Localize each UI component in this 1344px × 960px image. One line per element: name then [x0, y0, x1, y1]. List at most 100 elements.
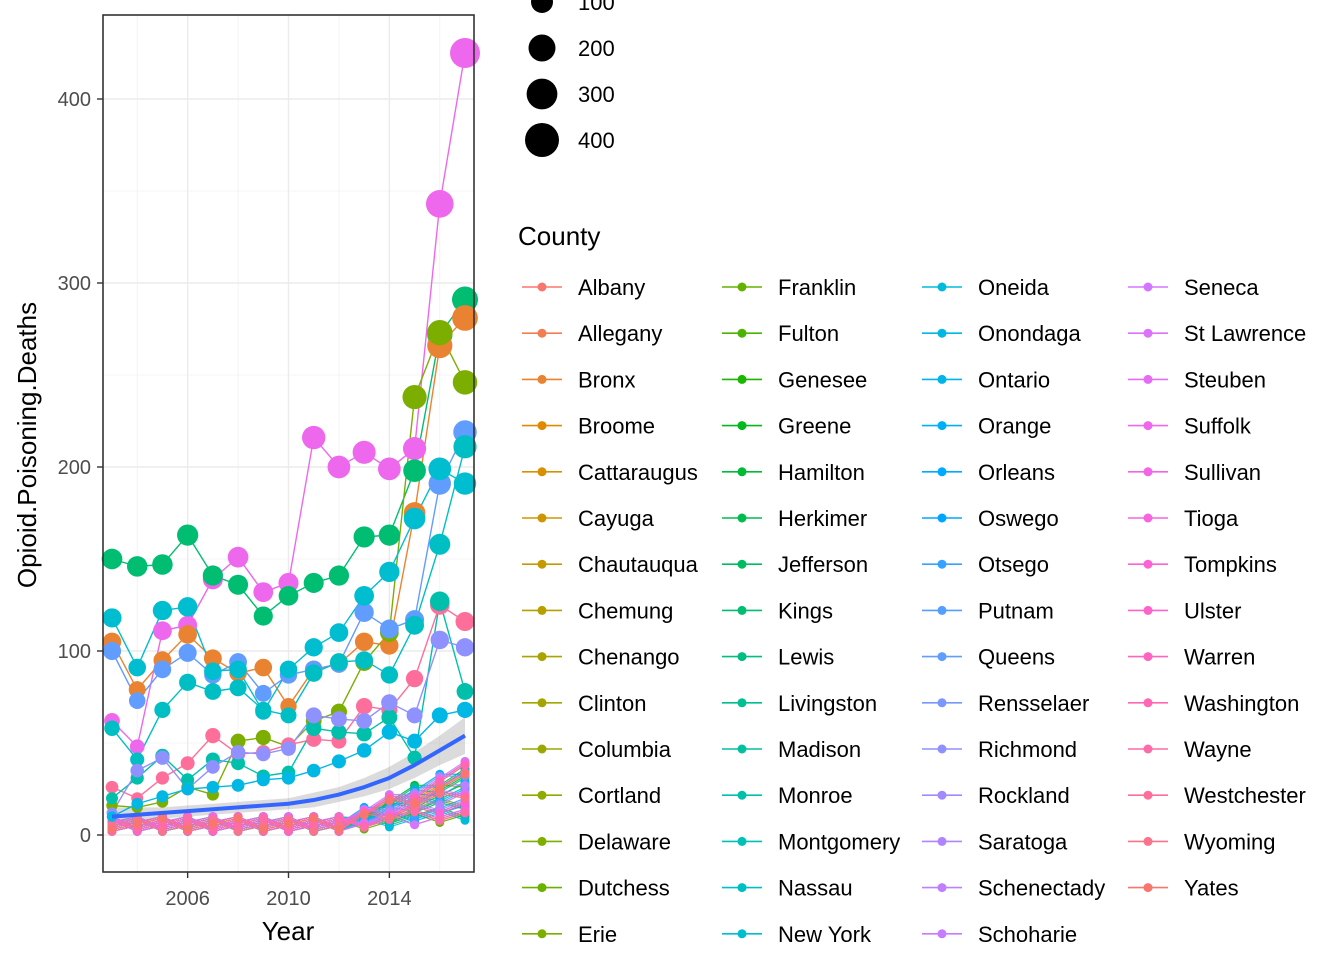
- data-point: [460, 808, 470, 818]
- data-point: [102, 608, 122, 628]
- data-point: [405, 615, 425, 635]
- data-point: [402, 437, 427, 461]
- legend-label: Clinton: [578, 691, 646, 716]
- legend-item-steuben: Steuben: [1128, 367, 1266, 392]
- legend-item-yates: Yates: [1128, 876, 1239, 901]
- legend-key-point: [737, 282, 747, 292]
- legend-key-point: [537, 467, 547, 477]
- legend-item-orleans: Orleans: [922, 460, 1055, 485]
- legend-label: Delaware: [578, 829, 671, 854]
- legend-key-point: [937, 744, 947, 754]
- legend-item-madison: Madison: [722, 737, 861, 762]
- legend-key-point: [937, 652, 947, 662]
- data-point: [227, 546, 249, 568]
- data-point: [104, 720, 120, 737]
- data-point: [305, 707, 322, 724]
- legend-item-monroe: Monroe: [722, 783, 853, 808]
- legend-label: Queens: [978, 645, 1055, 670]
- legend-item-new-york: New York: [722, 922, 872, 947]
- legend-key-point: [937, 328, 947, 338]
- data-point: [429, 591, 450, 612]
- legend-key-point: [537, 883, 547, 893]
- legend-label: Greene: [778, 414, 851, 439]
- legend-key-point: [937, 467, 947, 477]
- data-point: [355, 651, 374, 670]
- data-point: [435, 784, 445, 794]
- legend-label: Seneca: [1184, 275, 1259, 300]
- size-legend-label: 400: [578, 128, 615, 153]
- legend-label: Rockland: [978, 783, 1070, 808]
- legend-label: Broome: [578, 414, 655, 439]
- legend-key-point: [937, 421, 947, 431]
- legend-key-point: [737, 744, 747, 754]
- legend-item-albany: Albany: [522, 275, 645, 300]
- legend-key-point: [737, 421, 747, 431]
- legend-label: Rensselaer: [978, 691, 1089, 716]
- data-point: [453, 435, 477, 459]
- legend-label: Sullivan: [1184, 460, 1261, 485]
- legend-key-point: [1143, 605, 1153, 615]
- data-point: [230, 733, 246, 749]
- legend-label: Orange: [978, 414, 1051, 439]
- data-point: [334, 813, 344, 823]
- legend-key-point: [1143, 421, 1153, 431]
- data-point: [178, 625, 197, 644]
- data-point: [354, 585, 375, 606]
- legend-key-point: [537, 698, 547, 708]
- data-point: [131, 797, 144, 810]
- legend-label: Bronx: [578, 367, 635, 392]
- legend-item-cattaraugus: Cattaraugus: [522, 460, 698, 485]
- legend-label: Hamilton: [778, 460, 865, 485]
- data-point: [154, 701, 171, 718]
- legend-key-point: [1143, 652, 1153, 662]
- data-point: [460, 815, 470, 825]
- data-point: [233, 826, 243, 836]
- data-point: [254, 684, 272, 702]
- data-point: [304, 638, 323, 657]
- legend-key-point: [1143, 883, 1153, 893]
- legend-key-point: [1143, 282, 1153, 292]
- x-tick-label: 2010: [266, 888, 311, 910]
- data-point: [231, 778, 245, 792]
- legend-item-lewis: Lewis: [722, 645, 834, 670]
- legend-key-point: [537, 790, 547, 800]
- legend-label: Schenectady: [978, 876, 1105, 901]
- legend-item-oswego: Oswego: [922, 506, 1059, 531]
- data-point: [152, 554, 173, 575]
- data-point: [106, 792, 118, 805]
- data-point: [435, 809, 445, 819]
- data-point: [456, 701, 474, 718]
- legend-key-point: [537, 513, 547, 523]
- legend-key-point: [737, 929, 747, 939]
- legend-key-point: [937, 698, 947, 708]
- data-point: [381, 724, 398, 740]
- data-point: [381, 694, 398, 711]
- data-point: [279, 660, 298, 679]
- legend-label: Jefferson: [778, 552, 868, 577]
- data-point: [153, 660, 172, 679]
- data-point: [460, 793, 470, 803]
- legend-key-point: [1143, 836, 1153, 846]
- data-point: [455, 638, 475, 657]
- size-legend-key: [525, 123, 559, 157]
- data-point: [331, 754, 346, 769]
- size-legend-key: [526, 78, 558, 110]
- legend-item-rensselaer: Rensselaer: [922, 691, 1089, 716]
- data-point: [384, 813, 394, 823]
- data-point: [206, 780, 220, 794]
- legend-item-cayuga: Cayuga: [522, 506, 655, 531]
- y-tick-label: 0: [80, 825, 91, 847]
- data-point: [410, 820, 420, 830]
- data-point: [451, 286, 479, 313]
- legend-label: Oneida: [978, 275, 1050, 300]
- legend-item-washington: Washington: [1128, 691, 1299, 716]
- legend-label: Yates: [1184, 876, 1239, 901]
- data-point: [435, 777, 445, 787]
- legend-key-point: [937, 605, 947, 615]
- data-point: [208, 819, 218, 829]
- size-legend-label: 100: [578, 0, 615, 15]
- legend-label: Columbia: [578, 737, 672, 762]
- data-point: [407, 733, 423, 749]
- data-point: [256, 746, 271, 762]
- legend-label: Suffolk: [1184, 414, 1252, 439]
